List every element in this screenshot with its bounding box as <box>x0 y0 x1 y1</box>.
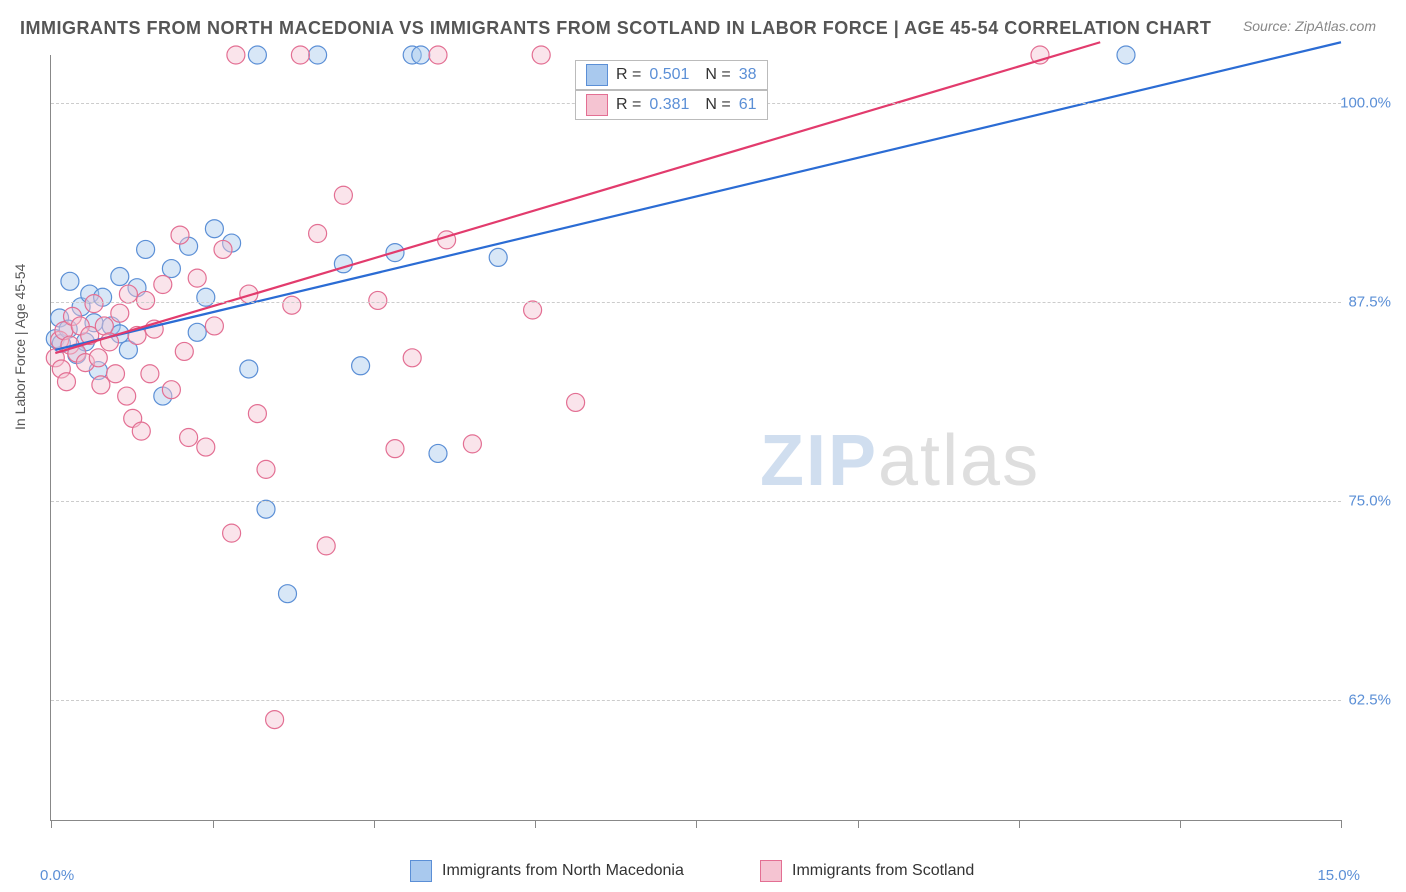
legend-swatch <box>410 860 432 882</box>
scatter-point <box>154 276 172 294</box>
scatter-point <box>118 387 136 405</box>
scatter-point <box>107 365 125 383</box>
scatter-point <box>412 46 430 64</box>
scatter-point <box>141 365 159 383</box>
scatter-point <box>248 405 266 423</box>
legend-swatch <box>586 64 608 86</box>
legend-n-label: N = <box>705 66 730 84</box>
scatter-point <box>438 231 456 249</box>
scatter-point <box>223 524 241 542</box>
y-tick-label: 100.0% <box>1340 94 1391 111</box>
scatter-point <box>180 429 198 447</box>
legend-n-value: 61 <box>739 96 757 114</box>
scatter-point <box>119 285 137 303</box>
gridline-h <box>51 700 1341 701</box>
scatter-point <box>95 317 113 335</box>
scatter-point <box>309 225 327 243</box>
scatter-point <box>257 460 275 478</box>
scatter-point <box>403 349 421 367</box>
scatter-point <box>197 438 215 456</box>
scatter-point <box>132 422 150 440</box>
scatter-point <box>352 357 370 375</box>
scatter-point <box>532 46 550 64</box>
scatter-point <box>171 226 189 244</box>
legend-swatch <box>760 860 782 882</box>
scatter-point <box>205 317 223 335</box>
legend-series: Immigrants from North Macedonia <box>410 860 684 882</box>
gridline-h <box>51 302 1341 303</box>
scatter-point <box>429 46 447 64</box>
plot-area <box>50 55 1341 821</box>
y-tick-label: 62.5% <box>1348 692 1391 709</box>
x-tick <box>696 820 697 828</box>
scatter-point <box>567 393 585 411</box>
scatter-point <box>291 46 309 64</box>
x-tick <box>1019 820 1020 828</box>
scatter-point <box>205 220 223 238</box>
scatter-point <box>214 240 232 258</box>
scatter-point <box>524 301 542 319</box>
x-tick-label: 0.0% <box>40 867 74 884</box>
scatter-point <box>489 248 507 266</box>
x-tick <box>51 820 52 828</box>
legend-series-name: Immigrants from Scotland <box>792 862 974 880</box>
scatter-point <box>429 444 447 462</box>
scatter-point <box>1117 46 1135 64</box>
gridline-h <box>51 501 1341 502</box>
legend-r-value: 0.501 <box>649 66 689 84</box>
scatter-point <box>162 260 180 278</box>
y-axis-label: In Labor Force | Age 45-54 <box>12 264 28 430</box>
scatter-point <box>188 269 206 287</box>
scatter-point <box>137 240 155 258</box>
scatter-point <box>227 46 245 64</box>
y-tick-label: 75.0% <box>1348 493 1391 510</box>
scatter-point <box>61 272 79 290</box>
scatter-point <box>111 304 129 322</box>
scatter-point <box>309 46 327 64</box>
x-tick <box>1341 820 1342 828</box>
scatter-point <box>283 296 301 314</box>
legend-series: Immigrants from Scotland <box>760 860 974 882</box>
legend-series-name: Immigrants from North Macedonia <box>442 862 684 880</box>
scatter-point <box>85 295 103 313</box>
legend-swatch <box>586 94 608 116</box>
legend-stat-row: R = 0.501 N = 38 <box>575 60 768 90</box>
x-tick <box>535 820 536 828</box>
scatter-point <box>266 711 284 729</box>
legend-r-value: 0.381 <box>649 96 689 114</box>
scatter-point <box>279 585 297 603</box>
x-tick <box>858 820 859 828</box>
scatter-point <box>162 381 180 399</box>
x-tick <box>374 820 375 828</box>
scatter-point <box>89 349 107 367</box>
legend-n-label: N = <box>705 96 730 114</box>
scatter-point <box>188 323 206 341</box>
legend-r-label: R = <box>616 96 641 114</box>
scatter-point <box>248 46 266 64</box>
source-label: Source: ZipAtlas.com <box>1243 18 1376 34</box>
scatter-point <box>111 268 129 286</box>
scatter-point <box>386 440 404 458</box>
legend-stat-row: R = 0.381 N = 61 <box>575 90 768 120</box>
scatter-point <box>240 360 258 378</box>
x-tick-label: 15.0% <box>1317 867 1360 884</box>
y-tick-label: 87.5% <box>1348 294 1391 311</box>
scatter-point <box>92 376 110 394</box>
x-tick <box>1180 820 1181 828</box>
scatter-point <box>463 435 481 453</box>
scatter-point <box>334 186 352 204</box>
chart-title: IMMIGRANTS FROM NORTH MACEDONIA VS IMMIG… <box>20 18 1211 39</box>
scatter-point <box>175 342 193 360</box>
x-tick <box>213 820 214 828</box>
scatter-point <box>257 500 275 518</box>
scatter-point <box>369 291 387 309</box>
scatter-point <box>57 373 75 391</box>
scatter-point <box>137 291 155 309</box>
chart-svg <box>51 55 1341 820</box>
scatter-point <box>317 537 335 555</box>
legend-n-value: 38 <box>739 66 757 84</box>
legend-r-label: R = <box>616 66 641 84</box>
scatter-point <box>197 288 215 306</box>
